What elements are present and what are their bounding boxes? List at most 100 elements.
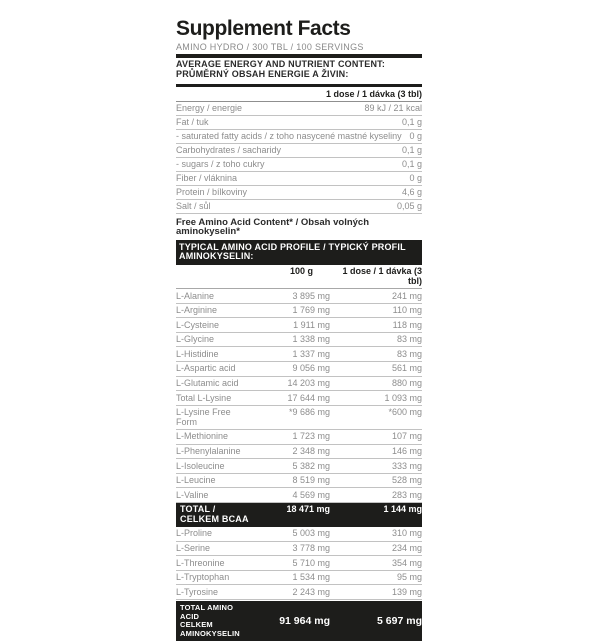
amino-acid-row: L-Tryptophan 1 534 mg 95 mg (176, 571, 422, 586)
amino-acid-per-100g: 17 644 mg (287, 392, 330, 403)
section-header-en: AVERAGE ENERGY AND NUTRIENT CONTENT: (176, 59, 386, 69)
grand-total-label-cz: CELKEM AMINOKYSELIN (180, 620, 240, 638)
section-header: AVERAGE ENERGY AND NUTRIENT CONTENT: PRŮ… (176, 58, 422, 82)
amino-acid-row: L-Aspartic acid 9 056 mg 561 mg (176, 362, 422, 377)
amino-acid-row: L-Isoleucine 5 382 mg 333 mg (176, 459, 422, 474)
amino-acid-name: L-Lysine Free Form (176, 407, 231, 427)
nutrient-row: Energy / energie 89 kJ / 21 kcal (176, 102, 422, 116)
amino-acid-per-100g: 1 337 mg (292, 348, 330, 359)
amino-acid-row: L-Proline 5 003 mg 310 mg (176, 527, 422, 542)
free-amino-note: Free Amino Acid Content* / Obsah volných… (176, 216, 370, 237)
bcaa-total-per-dose: 1 144 mg (383, 504, 422, 515)
nutrient-name: Energy / energie (176, 103, 243, 113)
amino-acid-name: L-Tryptophan (176, 572, 230, 583)
bcaa-total-per-100g: 18 471 mg (286, 504, 330, 515)
column-header-100g: 100 g (289, 266, 313, 276)
nutrient-table: Energy / energie 89 kJ / 21 kcal Fat / t… (176, 102, 422, 214)
amino-acid-name: L-Leucine (176, 475, 216, 486)
amino-acid-per-100g: 4 569 mg (292, 489, 330, 500)
amino-acid-per-100g: 1 769 mg (292, 305, 330, 316)
amino-acid-per-100g: *9 686 mg (288, 407, 330, 418)
amino-acid-name: L-Threonine (176, 557, 225, 568)
amino-acid-per-100g: 1 534 mg (292, 572, 330, 583)
nutrient-name: Salt / sůl (176, 201, 211, 211)
amino-acid-per-100g: 5 710 mg (292, 557, 330, 568)
amino-acid-per-100g: 9 056 mg (292, 363, 330, 374)
amino-acid-name: L-Phenylalanine (176, 446, 241, 457)
column-headers-row: 100 g 1 dose / 1 dávka (3 tbl) (176, 265, 422, 289)
nutrient-name: - sugars / z toho cukry (176, 159, 265, 169)
amino-acid-name: L-Tyrosine (176, 586, 219, 597)
amino-acid-row: L-Lysine Free Form *9 686 mg *600 mg (176, 406, 422, 430)
nutrient-name: Protein / bílkoviny (176, 187, 248, 197)
nutrient-value: 0 g (409, 173, 422, 183)
product-subtitle: AMINO HYDRO / 300 TBL / 100 SERVINGS (176, 42, 364, 52)
nutrient-row: Fiber / vláknina 0 g (176, 172, 422, 186)
grand-total-label: TOTAL AMINO ACID CELKEM AMINOKYSELIN (176, 604, 250, 638)
supplement-facts-label: Supplement Facts AMINO HYDRO / 300 TBL /… (176, 18, 422, 641)
amino-acid-row: L-Valine 4 569 mg 283 mg (176, 488, 422, 503)
nutrient-row: Salt / sůl 0,05 g (176, 200, 422, 214)
nutrient-row: Fat / tuk 0,1 g (176, 116, 422, 130)
amino-acid-per-100g: 2 348 mg (292, 446, 330, 457)
amino-acid-per-dose: 880 mg (391, 378, 422, 389)
dose-column-header: 1 dose / 1 dávka (3 tbl) (176, 87, 422, 102)
nutrient-name: Fiber / vláknina (176, 173, 238, 183)
section-header-cz: PRŮMĚRNÝ OBSAH ENERGIE A ŽIVIN: (176, 68, 349, 79)
amino-acid-name: L-Glycine (176, 334, 215, 345)
amino-acid-per-dose: 333 mg (391, 460, 422, 471)
amino-acid-per-dose: 146 mg (391, 446, 422, 457)
amino-acid-per-dose: 110 mg (392, 305, 422, 316)
amino-acid-per-dose: 310 mg (391, 528, 422, 539)
amino-acid-per-dose: 83 mg (396, 348, 422, 359)
amino-acid-name: L-Serine (176, 543, 211, 553)
nutrient-name: - saturated fatty acids / z toho nasycen… (176, 131, 402, 141)
amino-acid-per-dose: 95 mg (396, 572, 422, 583)
amino-acid-per-100g: 14 203 mg (287, 378, 330, 389)
amino-table-lower: L-Proline 5 003 mg 310 mg L-Serine 3 778… (176, 527, 422, 600)
amino-acid-per-dose: 354 mg (391, 557, 422, 568)
amino-acid-per-dose: 561 mg (391, 363, 422, 374)
amino-table-upper: L-Alanine 3 895 mg 241 mg L-Arginine 1 7… (176, 289, 422, 503)
amino-acid-row: L-Tyrosine 2 243 mg 139 mg (176, 585, 422, 600)
column-header-dose: 1 dose / 1 dávka (3 tbl) (342, 266, 422, 286)
amino-acid-name: L-Isoleucine (176, 460, 225, 471)
nutrient-row: - saturated fatty acids / z toho nasycen… (176, 130, 422, 144)
grand-total-row: TOTAL AMINO ACID CELKEM AMINOKYSELIN 91 … (176, 600, 422, 641)
amino-acid-name: L-Aspartic acid (176, 363, 236, 374)
amino-acid-row: L-Cysteine 1 911 mg 118 mg (176, 318, 422, 333)
nutrient-row: Protein / bílkoviny 4,6 g (176, 186, 422, 200)
amino-acid-per-dose: 139 mg (391, 586, 422, 597)
amino-acid-row: L-Arginine 1 769 mg 110 mg (176, 304, 422, 319)
bcaa-total-row: TOTAL / CELKEM BCAA 18 471 mg 1 144 mg (176, 502, 422, 527)
amino-acid-per-100g: 2 243 mg (292, 586, 330, 597)
amino-acid-row: Total L-Lysine 17 644 mg 1 093 mg (176, 391, 422, 406)
amino-acid-per-dose: 234 mg (391, 543, 422, 553)
amino-acid-per-dose: 528 mg (391, 475, 422, 486)
amino-acid-name: Total L-Lysine (176, 392, 232, 403)
amino-acid-name: L-Arginine (176, 305, 218, 316)
amino-acid-row: L-Glutamic acid 14 203 mg 880 mg (176, 377, 422, 392)
amino-acid-row: L-Alanine 3 895 mg 241 mg (176, 289, 422, 304)
nutrient-value: 0,1 g (401, 145, 422, 155)
bcaa-total-label: TOTAL / CELKEM BCAA (180, 504, 249, 524)
amino-acid-per-100g: 8 519 mg (292, 475, 330, 486)
amino-acid-row: L-Leucine 8 519 mg 528 mg (176, 474, 422, 489)
amino-acid-name: L-Methionine (176, 431, 229, 442)
section-divider (176, 54, 422, 58)
amino-acid-row: L-Threonine 5 710 mg 354 mg (176, 556, 422, 571)
grand-total-per-100g: 91 964 mg (279, 614, 330, 627)
amino-acid-per-100g: 1 911 mg (293, 319, 330, 330)
nutrient-value: 0,1 g (401, 159, 422, 169)
amino-acid-row: L-Methionine 1 723 mg 107 mg (176, 430, 422, 445)
amino-acid-row: L-Serine 3 778 mg 234 mg (176, 542, 422, 557)
amino-acid-per-100g: 5 382 mg (292, 460, 330, 471)
amino-acid-per-100g: 1 338 mg (292, 334, 330, 345)
amino-acid-name: L-Alanine (176, 290, 215, 301)
amino-acid-row: L-Histidine 1 337 mg 83 mg (176, 347, 422, 362)
nutrient-value: 0 g (409, 131, 422, 141)
amino-acid-per-dose: 283 mg (391, 489, 422, 500)
amino-acid-per-dose: *600 mg (388, 407, 422, 418)
section-divider (176, 83, 422, 87)
amino-profile-header: TYPICAL AMINO ACID PROFILE / TYPICKÝ PRO… (176, 239, 422, 265)
